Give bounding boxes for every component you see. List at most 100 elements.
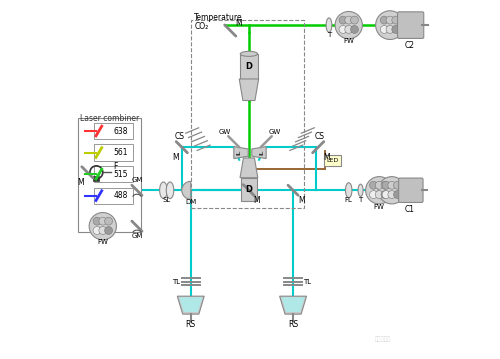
Text: FW: FW <box>98 239 108 246</box>
Circle shape <box>382 191 390 199</box>
Text: M: M <box>77 178 84 187</box>
Bar <box>94 123 134 139</box>
Text: TL: TL <box>304 279 312 285</box>
Circle shape <box>345 16 352 24</box>
Text: D: D <box>246 185 252 194</box>
Circle shape <box>376 181 383 189</box>
Bar <box>324 155 340 166</box>
Circle shape <box>370 191 378 199</box>
Circle shape <box>382 181 390 189</box>
Text: 638: 638 <box>114 126 128 136</box>
Text: GW: GW <box>218 129 231 135</box>
Text: D: D <box>246 62 252 71</box>
Text: T: T <box>327 32 331 38</box>
Circle shape <box>93 217 101 225</box>
Text: F: F <box>113 162 117 172</box>
Circle shape <box>345 25 352 33</box>
Text: CO₂: CO₂ <box>194 22 208 31</box>
Text: SL: SL <box>162 197 171 204</box>
Circle shape <box>380 25 388 33</box>
Circle shape <box>381 181 389 189</box>
Circle shape <box>381 191 389 199</box>
Circle shape <box>350 25 358 33</box>
Circle shape <box>370 181 378 189</box>
Text: C2: C2 <box>405 41 415 50</box>
Circle shape <box>99 217 107 225</box>
Circle shape <box>392 25 400 33</box>
Circle shape <box>378 177 406 204</box>
Bar <box>78 118 141 232</box>
Ellipse shape <box>160 182 167 199</box>
Bar <box>93 176 99 181</box>
Ellipse shape <box>346 183 352 198</box>
Circle shape <box>339 25 347 33</box>
Bar <box>94 187 134 204</box>
FancyBboxPatch shape <box>398 178 423 202</box>
Circle shape <box>350 16 358 24</box>
Text: FW: FW <box>374 204 384 210</box>
Circle shape <box>366 177 393 204</box>
Text: RS: RS <box>288 320 298 328</box>
Ellipse shape <box>358 184 363 196</box>
Text: GM: GM <box>131 177 142 183</box>
Text: 515: 515 <box>114 169 128 179</box>
Circle shape <box>394 181 402 189</box>
Text: GM: GM <box>131 233 142 239</box>
Ellipse shape <box>166 182 174 199</box>
Circle shape <box>376 11 404 39</box>
Polygon shape <box>240 158 258 178</box>
Circle shape <box>339 16 347 24</box>
Circle shape <box>388 181 396 189</box>
Circle shape <box>89 213 117 240</box>
Text: IL: IL <box>259 150 264 155</box>
Text: M: M <box>298 196 305 205</box>
Polygon shape <box>179 297 203 312</box>
Text: FL: FL <box>345 197 352 204</box>
Bar <box>94 166 134 182</box>
Text: LED: LED <box>326 158 338 163</box>
Polygon shape <box>178 296 204 314</box>
Text: IL: IL <box>236 150 241 155</box>
Text: M: M <box>235 19 242 28</box>
Polygon shape <box>282 297 304 312</box>
Text: DM: DM <box>185 199 196 205</box>
Text: CS: CS <box>315 132 325 141</box>
Text: 561: 561 <box>114 148 128 157</box>
Polygon shape <box>280 296 306 314</box>
Text: Laser combiner: Laser combiner <box>80 114 140 123</box>
Text: Temperature: Temperature <box>194 13 243 22</box>
Circle shape <box>104 217 112 225</box>
Circle shape <box>104 227 112 234</box>
Bar <box>94 144 134 161</box>
Bar <box>240 54 258 79</box>
Polygon shape <box>239 79 258 101</box>
Text: RS: RS <box>186 320 196 328</box>
Wedge shape <box>182 181 191 199</box>
Circle shape <box>93 227 101 234</box>
Text: M: M <box>172 153 178 162</box>
Circle shape <box>386 25 394 33</box>
Polygon shape <box>234 146 248 159</box>
Circle shape <box>394 191 402 199</box>
Text: M: M <box>254 196 260 205</box>
Text: TL: TL <box>172 279 180 285</box>
Text: CS: CS <box>175 132 185 141</box>
Circle shape <box>335 11 362 39</box>
Text: GW: GW <box>269 129 281 135</box>
Circle shape <box>380 16 388 24</box>
Circle shape <box>99 227 107 234</box>
Circle shape <box>376 191 383 199</box>
Ellipse shape <box>240 51 258 56</box>
Text: 488: 488 <box>114 191 128 200</box>
FancyBboxPatch shape <box>398 12 424 38</box>
Text: 化转生命网: 化转生命网 <box>374 336 391 342</box>
Text: C1: C1 <box>405 205 415 214</box>
Circle shape <box>388 191 396 199</box>
Text: T: T <box>358 197 362 204</box>
Polygon shape <box>252 146 266 159</box>
Circle shape <box>392 16 400 24</box>
Text: M: M <box>324 153 330 162</box>
Ellipse shape <box>326 18 332 32</box>
Circle shape <box>386 16 394 24</box>
Text: FW: FW <box>344 38 354 45</box>
